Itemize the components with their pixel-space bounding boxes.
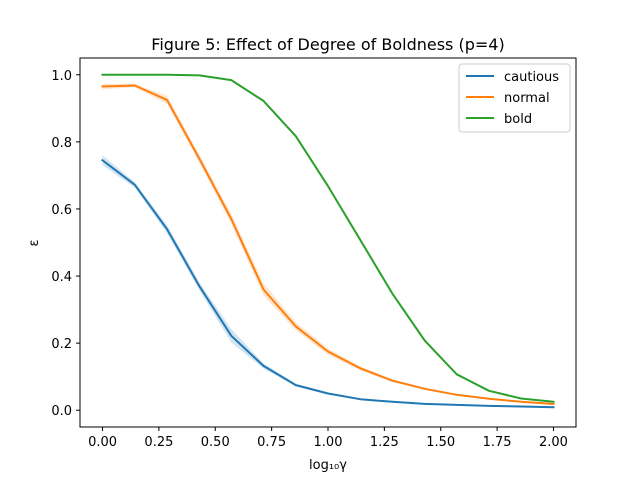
- data-point-cautious: [391, 400, 394, 403]
- data-point-normal: [198, 157, 201, 160]
- x-tick-label: 1.75: [483, 435, 512, 450]
- legend-label-bold: bold: [504, 112, 532, 127]
- data-point-bold: [198, 74, 201, 77]
- data-point-cautious: [262, 364, 265, 367]
- x-tick-label: 0.00: [88, 435, 117, 450]
- data-point-bold: [327, 185, 330, 188]
- data-point-normal: [166, 98, 169, 101]
- data-point-normal: [423, 387, 426, 390]
- legend-label-cautious: cautious: [504, 70, 559, 85]
- data-point-bold: [230, 79, 233, 82]
- data-point-bold: [294, 135, 297, 138]
- data-point-cautious: [423, 402, 426, 405]
- y-tick-label: 0.8: [51, 136, 72, 151]
- data-point-cautious: [198, 285, 201, 288]
- x-tick-label: 0.75: [257, 435, 286, 450]
- data-point-normal: [327, 350, 330, 353]
- series-line-bold: [101, 73, 555, 403]
- data-point-normal: [230, 218, 233, 221]
- y-tick-label: 1.0: [51, 69, 72, 84]
- data-point-bold: [166, 73, 169, 76]
- data-point-cautious: [133, 183, 136, 186]
- data-point-bold: [488, 389, 491, 392]
- data-point-bold: [391, 292, 394, 295]
- data-point-cautious: [455, 403, 458, 406]
- x-tick-label: 1.25: [370, 435, 399, 450]
- data-point-bold: [455, 373, 458, 376]
- data-point-normal: [455, 393, 458, 396]
- data-point-normal: [359, 367, 362, 370]
- data-point-cautious: [166, 228, 169, 231]
- data-point-cautious: [230, 334, 233, 337]
- y-tick-label: 0.4: [51, 270, 72, 285]
- data-point-cautious: [294, 384, 297, 387]
- data-point-normal: [294, 325, 297, 328]
- data-point-bold: [262, 99, 265, 102]
- y-tick-label: 0.0: [51, 404, 72, 419]
- data-point-normal: [488, 397, 491, 400]
- x-tick-label: 0.50: [201, 435, 230, 450]
- legend-box: [458, 63, 571, 133]
- x-axis-label: log₁₀γ: [309, 458, 347, 473]
- legend-label-normal: normal: [504, 91, 550, 106]
- legend: cautious normal bold: [458, 63, 571, 133]
- data-point-bold: [552, 400, 555, 403]
- data-point-bold: [133, 73, 136, 76]
- x-axis: 0.00 0.25 0.50 0.75 1.00 1.25 1.50 1.75 2.00: [88, 427, 568, 450]
- data-point-cautious: [488, 404, 491, 407]
- data-point-bold: [520, 397, 523, 400]
- x-tick-label: 2.00: [539, 435, 568, 450]
- data-point-cautious: [327, 392, 330, 395]
- series-lines: [101, 73, 555, 409]
- data-point-cautious: [552, 406, 555, 409]
- data-point-bold: [101, 73, 104, 76]
- data-point-cautious: [359, 398, 362, 401]
- chart-title: Figure 5: Effect of Degree of Boldness (…: [151, 35, 504, 54]
- y-axis: 0.0 0.2 0.4 0.6 0.8 1.0: [51, 69, 80, 419]
- x-tick-label: 0.25: [144, 435, 173, 450]
- data-point-normal: [133, 84, 136, 87]
- data-point-bold: [359, 238, 362, 241]
- data-point-normal: [391, 379, 394, 382]
- y-axis-label: ε: [27, 239, 42, 246]
- series-line-normal: [101, 84, 555, 405]
- data-point-normal: [520, 400, 523, 403]
- data-point-normal: [262, 288, 265, 291]
- data-point-cautious: [520, 405, 523, 408]
- data-point-bold: [423, 339, 426, 342]
- x-tick-label: 1.50: [426, 435, 455, 450]
- x-tick-label: 1.00: [314, 435, 343, 450]
- y-tick-label: 0.6: [51, 203, 72, 218]
- data-point-normal: [101, 85, 104, 88]
- y-tick-label: 0.2: [51, 337, 72, 352]
- series-line-cautious: [101, 158, 555, 409]
- data-point-cautious: [101, 159, 104, 162]
